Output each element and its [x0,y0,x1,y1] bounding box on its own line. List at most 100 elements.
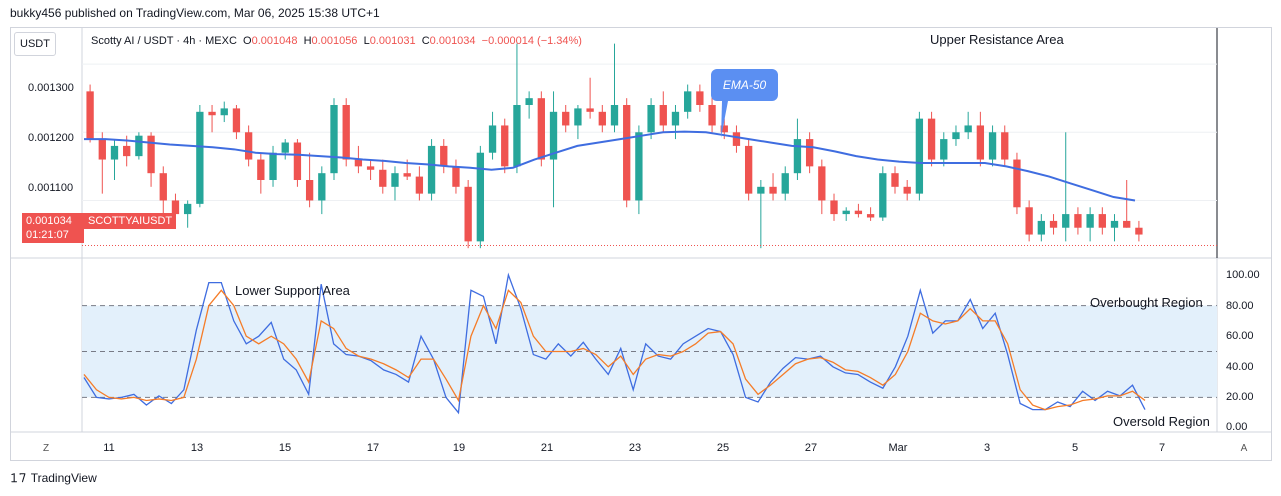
candle-body [720,125,728,133]
candle [866,207,875,221]
candle-body [427,145,436,194]
candle [1001,125,1009,167]
candle-body [1037,220,1045,235]
candle [830,193,838,221]
high-label: H [303,35,312,47]
candle [549,91,558,208]
candle-body [903,186,911,194]
candle-body [1123,220,1131,228]
candle-body [281,142,289,153]
candle-body [635,132,643,201]
candle-body [452,166,460,187]
candle-body [1098,214,1106,228]
auto-scale-button[interactable]: A [1240,442,1248,454]
symbol-info: Scotty AI / USDT · 4h · MEXC O0.001048 H… [91,35,582,47]
candle-body [866,214,875,218]
candle-body [732,132,741,146]
candle [281,139,289,160]
candle [196,105,204,208]
currency-button[interactable]: USDT [14,32,56,56]
x-tick-label: 21 [541,442,553,454]
candle [1074,207,1082,235]
candle-body [586,108,594,112]
candle [415,166,424,201]
candle-body [184,203,192,215]
candle-body [927,118,936,160]
candle-body [623,105,631,201]
candle [86,84,94,143]
candle [98,132,106,194]
candle-body [257,159,265,180]
candle-body [403,173,411,177]
candle [501,118,509,174]
candle [488,111,497,160]
candle [976,111,985,167]
candle-body [696,91,704,105]
candle-body [1062,214,1070,228]
candle [598,105,606,133]
candle [232,105,241,140]
candle [562,105,570,133]
candle [879,166,887,221]
open-label: O [243,35,252,47]
candle-body [891,173,899,187]
candle [537,91,545,167]
candle-body [330,105,338,174]
price-tick: 0.001200 [28,132,74,144]
candle-body [415,176,424,194]
candle-body [964,125,972,133]
candle [147,132,155,187]
candle [781,166,789,201]
candle [732,125,741,153]
candle [927,111,936,167]
candle-body [708,105,716,126]
candle-body [769,186,777,194]
close-value: 0.001034 [429,35,476,47]
price-tick: 0.001100 [28,182,74,194]
candle-body [86,91,94,140]
candle [184,200,192,228]
candle [110,139,119,180]
candle-body [1013,159,1021,208]
rsi-tick: 20.00 [1226,391,1254,403]
candle-body [598,111,606,126]
x-tick-label: 19 [453,442,465,454]
candle-body [318,173,326,201]
last-price: 0.001034 [26,215,72,227]
candle-body [879,173,887,218]
rsi-tick: 100.00 [1226,269,1260,281]
x-tick-label: 11 [103,442,114,454]
candle [952,125,960,146]
candle [208,105,216,133]
candle [257,152,265,194]
candle [318,166,326,215]
candle-body [988,132,997,160]
candle [684,84,692,119]
candle [769,173,777,201]
ticker-tag: SCOTTYAIUSDT [84,213,177,229]
candle-body [342,105,350,160]
candle [671,105,680,140]
candle-body [440,145,448,167]
candle-body [464,186,472,242]
candle-body [574,108,582,126]
candle [659,91,667,133]
x-tick-label: 5 [1072,442,1078,454]
x-tick-label: Mar [889,442,908,454]
x-tick-label: 3 [984,442,990,454]
x-tick-label: 25 [717,442,729,454]
candle [1086,207,1094,242]
candle-body [976,125,985,160]
high-value: 0.001056 [311,35,358,47]
candle [244,125,253,167]
candle-body [513,105,521,167]
candle-body [305,180,314,201]
oversold-label: Oversold Region [1113,414,1210,429]
candle-body [842,210,850,215]
time-scale-left-button[interactable]: Z [42,442,50,454]
candle [1110,214,1119,242]
candle-body [781,173,789,194]
open-value: 0.001048 [251,35,298,47]
candle-body [525,98,533,105]
